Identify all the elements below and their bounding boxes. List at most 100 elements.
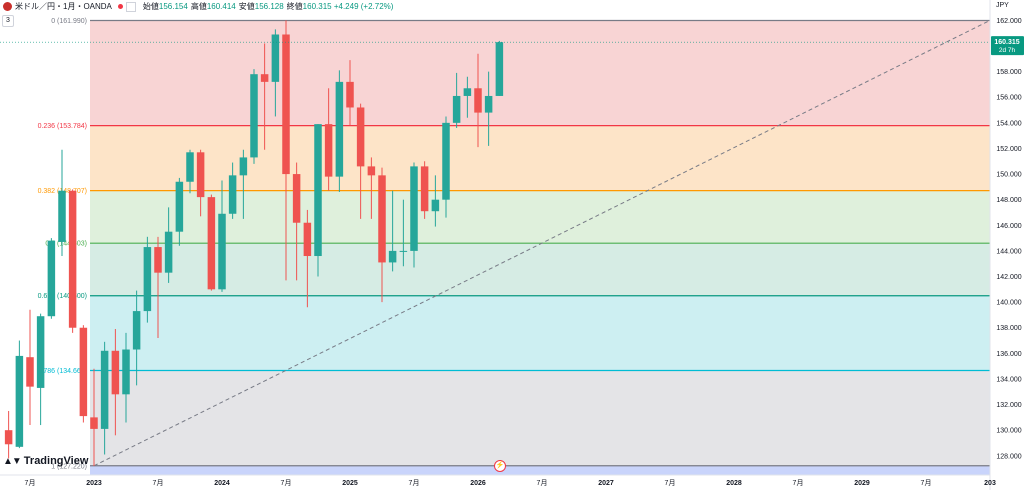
y-tick-label: 162.000 xyxy=(996,18,1021,25)
candle-body xyxy=(324,124,333,177)
candle-body xyxy=(420,166,429,212)
candle-body xyxy=(15,355,24,447)
fib-level-label: 0.236 (153.784) xyxy=(38,123,87,130)
candle-body xyxy=(36,316,45,388)
y-tick-label: 134.000 xyxy=(996,376,1021,383)
candle-body xyxy=(111,350,120,395)
fib-level-label: 0 (161.990) xyxy=(51,18,87,25)
price-badge xyxy=(991,36,1024,56)
y-tick-label: 132.000 xyxy=(996,402,1021,409)
candle-body xyxy=(346,81,354,108)
candle-body xyxy=(47,240,56,317)
y-tick-label: 136.000 xyxy=(996,351,1021,358)
candle-body xyxy=(250,74,258,158)
candle-body xyxy=(335,81,344,177)
candle-body xyxy=(196,152,205,198)
x-tick-label: 2024 xyxy=(214,480,230,487)
fib-level-label: 0.618 (140.500) xyxy=(38,293,87,300)
candle-body xyxy=(314,124,322,257)
fib-zone xyxy=(90,20,990,126)
x-tick-label: 2025 xyxy=(342,480,358,487)
y-tick-label: 150.000 xyxy=(996,172,1021,179)
candle-body xyxy=(79,327,88,417)
y-tick-label: 148.000 xyxy=(996,197,1021,204)
candle-body xyxy=(68,190,77,328)
x-tick-label: 7月 xyxy=(25,479,36,487)
close-value: 160.315 xyxy=(302,2,332,11)
legend-bar: 米ドル／円・1月・OANDA 始値156.154 高値160.414 安値156.12… xyxy=(0,0,1024,14)
us-jp-flag-icon xyxy=(3,2,12,12)
brand-name: TradingView xyxy=(23,455,89,467)
candle-body xyxy=(175,181,184,232)
candle-body xyxy=(90,417,98,429)
y-tick-label: 144.000 xyxy=(996,248,1021,255)
candle-body xyxy=(452,95,461,123)
candle-body xyxy=(484,95,493,113)
candle-body xyxy=(292,174,301,223)
candle-body xyxy=(26,357,34,387)
lightning-icon[interactable]: ⚡ xyxy=(494,460,506,472)
y-tick-label: 130.000 xyxy=(996,428,1021,435)
candle-body xyxy=(356,107,365,167)
price-badge-countdown: 2d 7h xyxy=(999,47,1016,54)
candle-body xyxy=(260,74,269,82)
fib-zone xyxy=(90,243,990,296)
candle-body xyxy=(186,152,194,182)
candle-body xyxy=(303,222,312,257)
currency-label[interactable]: JPY xyxy=(996,2,1009,9)
candle-body xyxy=(100,350,109,429)
fib-level-label: 1 (127.220) xyxy=(51,463,87,470)
x-tick-label: 7月 xyxy=(409,479,420,487)
y-tick-label: 146.000 xyxy=(996,223,1021,230)
candle-body xyxy=(495,42,504,96)
candle-body xyxy=(122,349,130,395)
fib-zone xyxy=(90,190,990,244)
x-tick-label: 7月 xyxy=(537,479,548,487)
candle-body xyxy=(143,247,152,312)
tradingview-logo-icon: ▲▼ xyxy=(3,456,22,467)
x-tick-label: 2023 xyxy=(86,480,102,487)
y-tick-label: 142.000 xyxy=(996,274,1021,281)
fib-zone xyxy=(90,370,990,466)
candle-body xyxy=(4,430,13,445)
low-value: 156.128 xyxy=(254,2,284,11)
candle-body xyxy=(431,199,440,212)
candle-body xyxy=(271,34,280,82)
trend-line xyxy=(93,19,991,467)
indicator-count-badge[interactable]: 3 xyxy=(2,15,14,27)
x-tick-label: 7月 xyxy=(153,479,164,487)
x-tick-label: 7月 xyxy=(921,479,932,487)
tradingview-logo[interactable]: ▲▼ TradingView xyxy=(3,455,88,467)
candle-body xyxy=(399,250,408,252)
x-tick-label: 203 xyxy=(984,480,996,487)
y-tick-label: 140.000 xyxy=(996,300,1021,307)
y-tick-label: 154.000 xyxy=(996,120,1021,127)
candle-body xyxy=(228,175,237,214)
symbol-name[interactable]: 米ドル／円・1月・OANDA xyxy=(15,2,112,11)
y-tick-label: 152.000 xyxy=(996,146,1021,153)
candle-body xyxy=(239,157,248,176)
candle-body xyxy=(218,213,226,290)
x-tick-label: 7月 xyxy=(281,479,292,487)
fib-level-label: 0.5 (144.603) xyxy=(45,241,87,248)
candle-body xyxy=(58,190,66,242)
high-value: 160.414 xyxy=(206,2,236,11)
x-tick-label: 2027 xyxy=(598,480,614,487)
candle-body xyxy=(474,88,482,113)
x-tick-label: 7月 xyxy=(665,479,676,487)
candle-body xyxy=(132,311,141,350)
candle-body xyxy=(378,175,386,263)
candle-body xyxy=(410,166,418,251)
alert-box-icon[interactable] xyxy=(125,1,136,12)
x-tick-label: 7月 xyxy=(793,479,804,487)
candle-body xyxy=(388,250,397,263)
candle-body xyxy=(207,197,216,290)
close-label: 終値 xyxy=(286,2,303,11)
fib-zone xyxy=(90,295,990,371)
market-status-icon xyxy=(117,4,123,10)
x-tick-label: 2026 xyxy=(470,480,486,487)
candle-body xyxy=(463,88,472,96)
y-tick-label: 158.000 xyxy=(996,69,1021,76)
candle-body xyxy=(164,231,173,273)
